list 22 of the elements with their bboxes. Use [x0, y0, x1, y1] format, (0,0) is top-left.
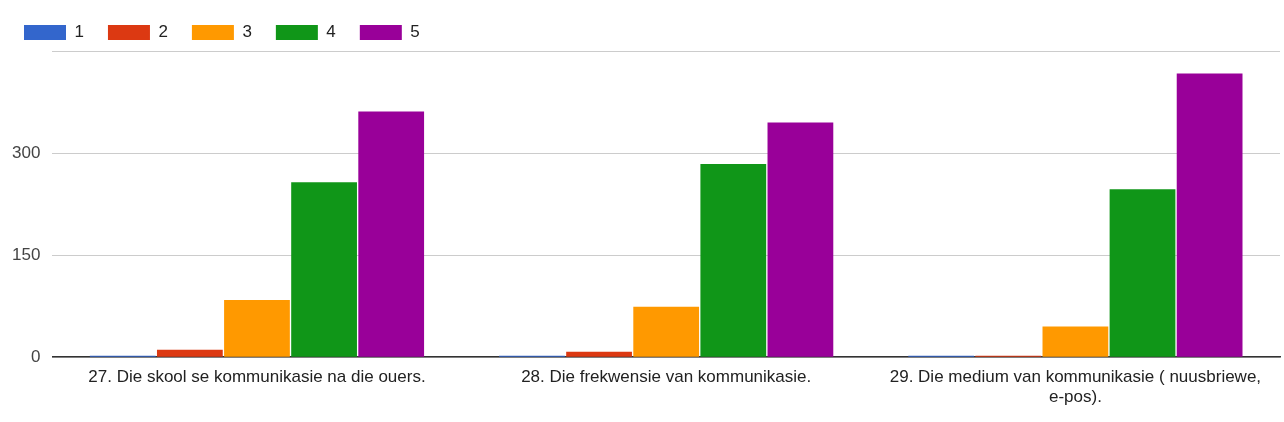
y-tick-label: 0	[30, 346, 41, 366]
bar	[1176, 73, 1243, 357]
bar	[291, 182, 357, 357]
bar	[358, 111, 425, 357]
bar	[566, 351, 632, 357]
legend-label: 2	[158, 22, 168, 42]
bar	[1042, 326, 1109, 357]
legend-label: 1	[74, 22, 84, 42]
x-tick-label: 29. Die medium van kommunikasie ( nuusbriewe, e-pos).	[889, 367, 1262, 407]
y-tick-label: 150	[11, 244, 41, 264]
legend-label: 4	[326, 22, 336, 42]
x-tick-label: 28. Die frekwensie van kommunikasie.	[521, 367, 812, 387]
bar	[156, 349, 223, 357]
bar	[633, 306, 700, 357]
legend-label: 3	[242, 22, 252, 42]
legend-label: 5	[410, 22, 420, 42]
bar	[224, 300, 290, 357]
bar	[1109, 189, 1176, 357]
bar	[767, 122, 834, 357]
x-tick-label: 27. Die skool se kommunikasie na die ouers.	[88, 367, 426, 387]
y-tick-label: 300	[11, 142, 41, 162]
bar	[700, 163, 767, 357]
